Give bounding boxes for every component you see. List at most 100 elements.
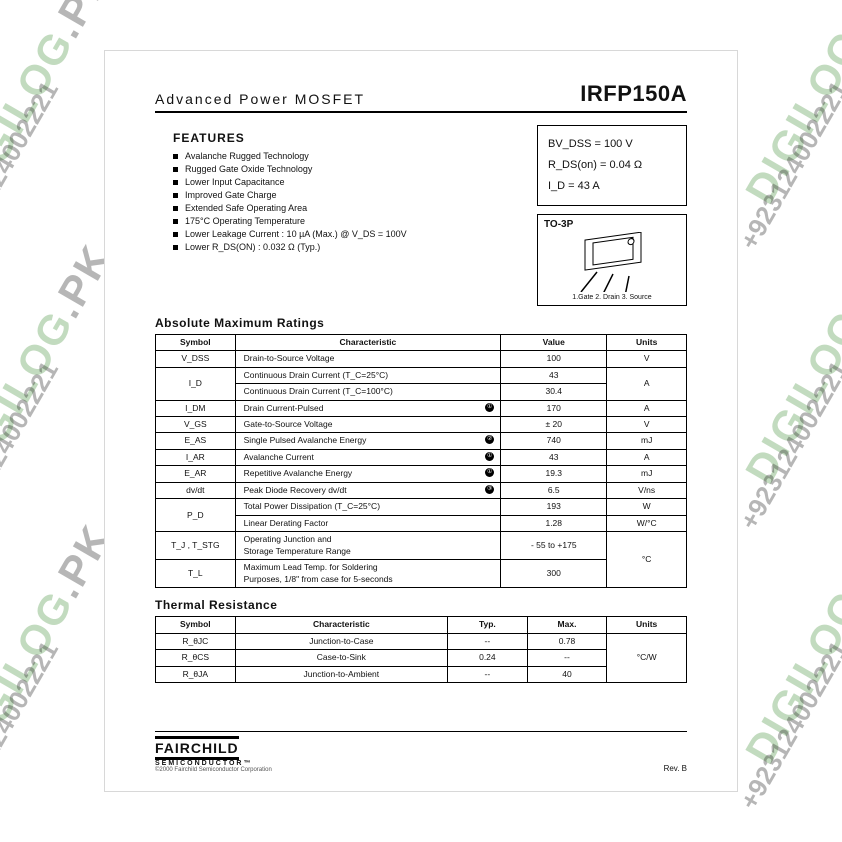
part-number: IRFP150A xyxy=(580,81,687,107)
cell-val: 43 xyxy=(501,367,607,383)
cell-unit: V xyxy=(607,351,687,367)
table-header-row: Symbol Characteristic Value Units xyxy=(156,334,687,350)
table-row: I_AR Avalanche Current① 43 A xyxy=(156,449,687,465)
table-row: T_J , T_STG Operating Junction and Stora… xyxy=(156,532,687,560)
cell-char: Gate-to-Source Voltage xyxy=(235,417,501,433)
datasheet-page: Advanced Power MOSFET IRFP150A FEATURES … xyxy=(104,50,738,792)
amr-title: Absolute Maximum Ratings xyxy=(155,316,687,330)
package-box: TO-3P 1.Gate 2. Drain 3. Source xyxy=(537,214,687,306)
cell-val: 170 xyxy=(501,400,607,416)
cell-char: Linear Derating Factor xyxy=(235,515,501,531)
cell-sym: E_AS xyxy=(156,433,236,449)
table-row: V_GS Gate-to-Source Voltage ± 20 V xyxy=(156,417,687,433)
note-icon: ① xyxy=(485,468,494,477)
cell-char: Continuous Drain Current (T_C=100°C) xyxy=(235,384,501,400)
cell-sym: R_θJC xyxy=(156,633,236,649)
thermal-title: Thermal Resistance xyxy=(155,598,687,612)
feature-item: Lower Leakage Current : 10 µA (Max.) @ V… xyxy=(173,229,519,239)
cell-val: ± 20 xyxy=(501,417,607,433)
keyspec-line: BV_DSS = 100 V xyxy=(548,134,676,155)
cell-char: Single Pulsed Avalanche Energy② xyxy=(235,433,501,449)
cell-sym: dv/dt xyxy=(156,482,236,498)
table-row: dv/dt Peak Diode Recovery dv/dt③ 6.5 V/n… xyxy=(156,482,687,498)
cell-unit: A xyxy=(607,400,687,416)
cell-max: -- xyxy=(527,650,607,666)
note-icon: ③ xyxy=(485,485,494,494)
cell-unit: A xyxy=(607,449,687,465)
amr-table: Symbol Characteristic Value Units V_DSS … xyxy=(155,334,687,589)
cell-val: 43 xyxy=(501,449,607,465)
fairchild-sub: SEMICONDUCTOR™ xyxy=(155,760,272,767)
revision: Rev. B xyxy=(664,764,687,773)
cell-val: 100 xyxy=(501,351,607,367)
watermark-brand: DIGILOG.PK xyxy=(736,236,842,492)
cell-char: Repetitive Avalanche Energy① xyxy=(235,466,501,482)
cell-unit: °C xyxy=(607,532,687,588)
features-title: FEATURES xyxy=(173,131,519,145)
watermark-brand: DIGILOG.PK xyxy=(736,0,842,212)
keyspec-line: R_DS(on) = 0.04 Ω xyxy=(548,155,676,176)
cell-char: Total Power Dissipation (T_C=25°C) xyxy=(235,499,501,515)
cell-char: Junction-to-Ambient xyxy=(235,666,447,682)
watermark-phone: +923124002221 xyxy=(0,76,65,255)
cell-unit: A xyxy=(607,367,687,400)
footer-left: FAIRCHILD SEMICONDUCTOR™ ©2000 Fairchild… xyxy=(155,736,272,773)
col-units: Units xyxy=(607,334,687,350)
cell-max: 40 xyxy=(527,666,607,682)
table-row: V_DSS Drain-to-Source Voltage 100 V xyxy=(156,351,687,367)
watermark-phone: +923124002221 xyxy=(734,636,842,815)
cell-char: Avalanche Current① xyxy=(235,449,501,465)
col-symbol: Symbol xyxy=(156,334,236,350)
col-value: Value xyxy=(501,334,607,350)
watermark-phone: +923124002221 xyxy=(734,356,842,535)
cell-unit: V/ns xyxy=(607,482,687,498)
cell-val: 193 xyxy=(501,499,607,515)
cell-val: 19.3 xyxy=(501,466,607,482)
key-specs-box: BV_DSS = 100 V R_DS(on) = 0.04 Ω I_D = 4… xyxy=(537,125,687,206)
cell-sym: E_AR xyxy=(156,466,236,482)
table-row: Linear Derating Factor 1.28 W/°C xyxy=(156,515,687,531)
table-header-row: Symbol Characteristic Typ. Max. Units xyxy=(156,617,687,633)
cell-val: 1.28 xyxy=(501,515,607,531)
cell-char: Operating Junction and Storage Temperatu… xyxy=(235,532,501,560)
cell-val: 300 xyxy=(501,560,607,588)
watermark-phone: +923124002221 xyxy=(0,356,65,535)
col-char: Characteristic xyxy=(235,617,447,633)
cell-val: - 55 to +175 xyxy=(501,532,607,560)
watermark-phone: +923124002221 xyxy=(0,636,65,815)
cell-unit: W xyxy=(607,499,687,515)
col-units: Units xyxy=(607,617,687,633)
feature-item: Avalanche Rugged Technology xyxy=(173,151,519,161)
keyspec-line: I_D = 43 A xyxy=(548,176,676,197)
table-row: E_AR Repetitive Avalanche Energy① 19.3 m… xyxy=(156,466,687,482)
cell-sym: R_θCS xyxy=(156,650,236,666)
cell-char: Drain-to-Source Voltage xyxy=(235,351,501,367)
col-char: Characteristic xyxy=(235,334,501,350)
col-typ: Typ. xyxy=(448,617,528,633)
cell-unit: W/°C xyxy=(607,515,687,531)
feature-item: Improved Gate Charge xyxy=(173,190,519,200)
package-name: TO-3P xyxy=(544,219,680,230)
table-row: I_D Continuous Drain Current (T_C=25°C) … xyxy=(156,367,687,383)
cell-unit: V xyxy=(607,417,687,433)
cell-char: Continuous Drain Current (T_C=25°C) xyxy=(235,367,501,383)
package-pins: 1.Gate 2. Drain 3. Source xyxy=(544,294,680,301)
cell-sym: I_D xyxy=(156,367,236,400)
header-subtitle: Advanced Power MOSFET xyxy=(155,91,365,107)
watermark-brand: DIGILOG.PK xyxy=(736,516,842,772)
cell-unit: °C/W xyxy=(607,633,687,682)
note-icon: ① xyxy=(485,452,494,461)
col-symbol: Symbol xyxy=(156,617,236,633)
watermark-phone: +923124002221 xyxy=(734,76,842,255)
cell-typ: -- xyxy=(448,666,528,682)
cell-sym: P_D xyxy=(156,499,236,532)
cell-typ: 0.24 xyxy=(448,650,528,666)
feature-item: Lower R_DS(ON) : 0.032 Ω (Typ.) xyxy=(173,242,519,252)
cell-char: Junction-to-Case xyxy=(235,633,447,649)
copyright: ©2000 Fairchild Semiconductor Corporatio… xyxy=(155,767,272,773)
table-row: R_θJC Junction-to-Case -- 0.78 °C/W xyxy=(156,633,687,649)
cell-sym: I_DM xyxy=(156,400,236,416)
note-icon: ① xyxy=(485,403,494,412)
feature-item: Extended Safe Operating Area xyxy=(173,203,519,213)
cell-sym: I_AR xyxy=(156,449,236,465)
